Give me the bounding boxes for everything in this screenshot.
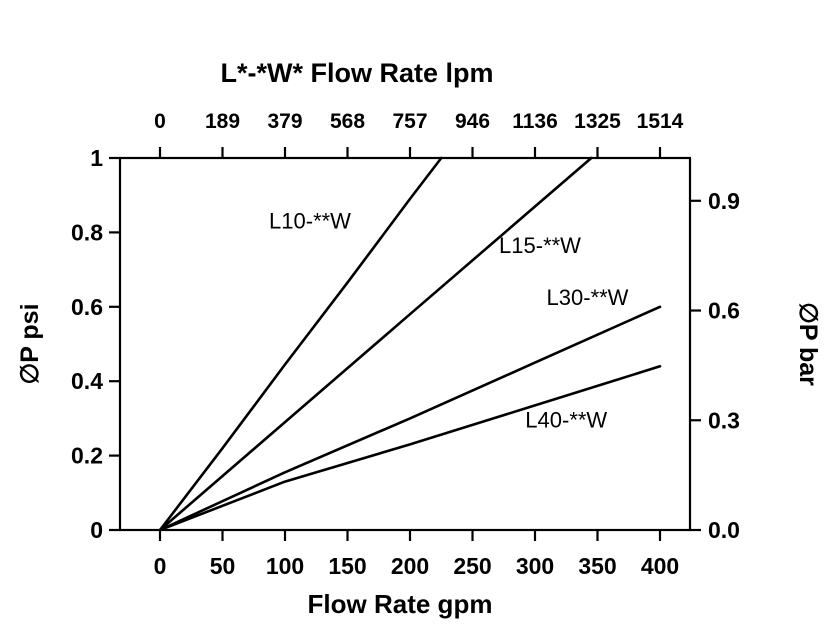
series-label: L10-**W [269, 209, 351, 234]
x-tick-label: 50 [210, 553, 236, 579]
top-tick-label: 0 [154, 110, 166, 133]
x-tick-label: 400 [641, 553, 679, 579]
x-tick-label: 0 [154, 553, 167, 579]
x-tick-label: 200 [391, 553, 429, 579]
top-tick-label: 946 [455, 110, 490, 133]
y-left-tick-label: 0.4 [71, 368, 103, 394]
x-tick-label: 250 [453, 553, 491, 579]
chart-title: L*-*W* Flow Rate lpm [220, 58, 493, 88]
series-line-4 [158, 364, 662, 532]
y-right-tick-label: 0.3 [708, 407, 740, 433]
top-tick-label: 757 [392, 110, 427, 133]
x-tick-label: 100 [266, 553, 304, 579]
series-label: L40-**W [525, 408, 607, 433]
top-tick-label: 1136 [512, 110, 558, 133]
top-tick-label: 379 [267, 110, 302, 133]
x-axis-title: Flow Rate gpm [308, 589, 493, 619]
top-tick-label: 189 [205, 110, 240, 133]
top-tick-label: 568 [330, 110, 365, 133]
y-right-axis-title: ∅P bar [794, 302, 822, 386]
top-tick-label: 1514 [637, 110, 684, 133]
x-tick-label: 350 [578, 553, 616, 579]
series-line-1 [158, 156, 443, 532]
y-left-tick-label: 0 [90, 517, 103, 543]
series-label: L30-**W [547, 285, 629, 310]
y-left-tick-label: 0.8 [71, 219, 103, 245]
series-line-3 [158, 305, 662, 532]
plot-frame [118, 156, 692, 532]
x-tick-label: 150 [328, 553, 366, 579]
y-left-tick-label: 0.2 [71, 443, 103, 469]
y-right-tick-label: 0.9 [708, 188, 740, 214]
series-line-2 [158, 156, 593, 532]
x-tick-label: 300 [516, 553, 554, 579]
series-label: L15-**W [499, 233, 581, 258]
y-right-tick-label: 0.0 [708, 517, 740, 543]
top-tick-label: 1325 [574, 110, 621, 133]
y-right-tick-label: 0.6 [708, 298, 740, 324]
y-left-tick-label: 0.6 [71, 294, 103, 320]
y-left-tick-label: 1 [90, 145, 103, 171]
y-left-axis-title: ∅P psi [16, 303, 44, 384]
